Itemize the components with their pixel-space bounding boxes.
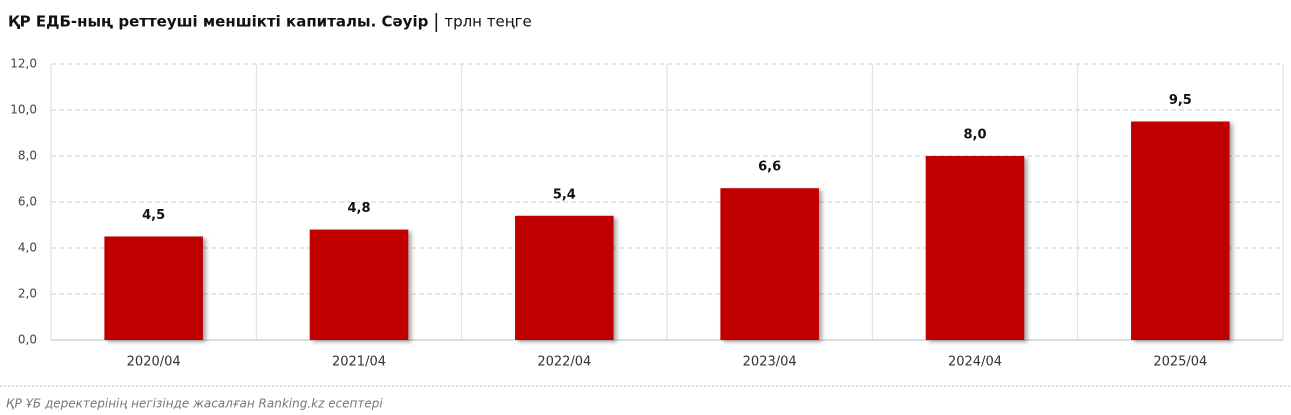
bar [515, 215, 614, 340]
bar [309, 229, 409, 340]
source-note: ҚР ҰБ деректерінің негізінде жасалған Ra… [6, 397, 383, 411]
bar [104, 236, 203, 340]
x-tick-label: 2020/04 [127, 355, 181, 370]
x-tick-label: 2025/04 [1153, 355, 1207, 370]
y-tick-label: 10,0 [10, 103, 37, 117]
x-tick-label: 2023/04 [743, 355, 797, 370]
chart-subtitle: трлн теңге [444, 13, 531, 31]
y-tick-label: 6,0 [18, 195, 37, 209]
value-label: 8,0 [963, 128, 986, 143]
y-tick-label: 12,0 [10, 57, 37, 71]
value-label: 4,8 [347, 201, 370, 216]
y-tick-label: 2,0 [18, 287, 37, 301]
value-label: 5,4 [553, 187, 576, 202]
x-tick-label: 2022/04 [537, 355, 591, 370]
x-tick-label: 2021/04 [332, 355, 386, 370]
bar [720, 188, 819, 340]
y-tick-label: 4,0 [18, 241, 37, 255]
y-tick-label: 0,0 [18, 333, 37, 347]
value-label: 9,5 [1169, 93, 1192, 108]
value-label: 6,6 [758, 160, 781, 175]
y-tick-label: 8,0 [18, 149, 37, 163]
value-label: 4,5 [142, 208, 165, 223]
chart-title: ҚР ЕДБ-ның реттеуші меншікті капиталы. С… [8, 13, 429, 31]
x-tick-label: 2024/04 [948, 355, 1002, 370]
bar [1131, 121, 1230, 340]
bar [925, 156, 1025, 340]
